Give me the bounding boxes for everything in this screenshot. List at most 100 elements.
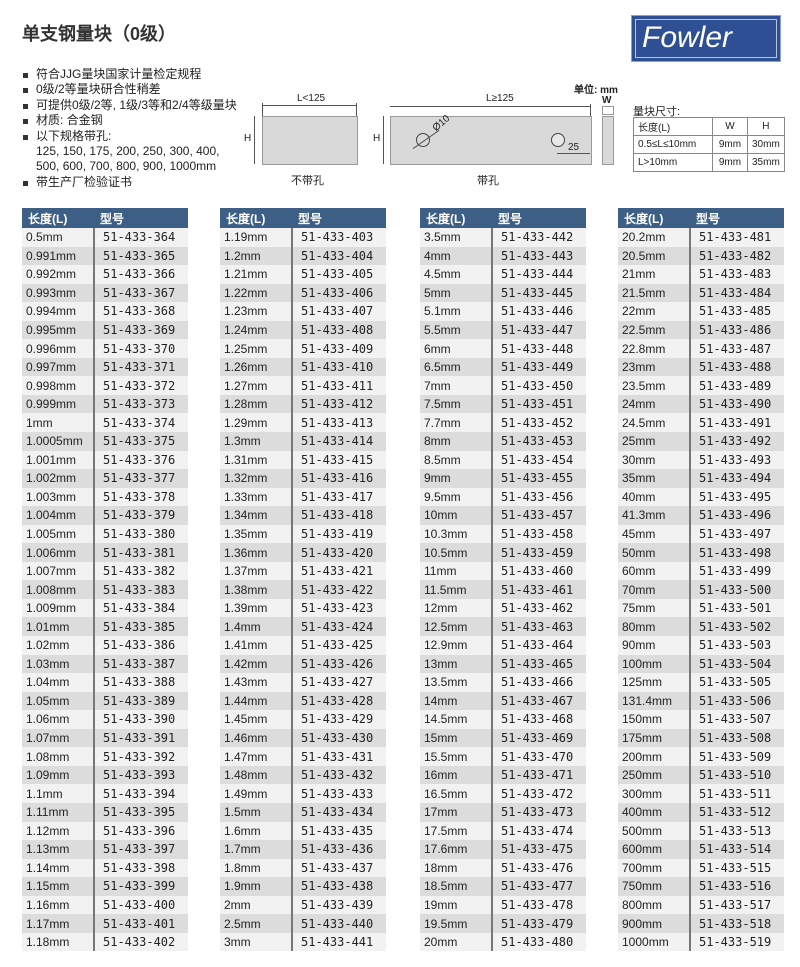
length-cell: 1.26mm (220, 357, 292, 377)
hole-icon (416, 133, 430, 147)
length-cell: 45mm (618, 524, 690, 544)
table-row: 24mm 51-433-490 (618, 394, 784, 414)
model-cell: 51-433-457 (491, 506, 586, 525)
length-cell: 300mm (618, 784, 690, 803)
length-cell: 0.998mm (22, 376, 94, 395)
length-cell: 1.3mm (220, 432, 292, 451)
length-cell: 6.5mm (420, 357, 492, 377)
length-cell: 60mm (618, 561, 690, 581)
length-cell: 4.5mm (420, 265, 492, 284)
header-model: 型号 (690, 208, 784, 228)
length-cell: 17.6mm (420, 840, 492, 859)
model-cell: 51-433-503 (689, 636, 784, 655)
length-cell: 150mm (618, 710, 690, 729)
length-cell: 0.994mm (22, 302, 94, 321)
model-cell: 51-433-428 (291, 691, 386, 711)
model-cell: 51-433-383 (93, 580, 188, 599)
table-row: 1.35mm 51-433-419 (220, 524, 386, 544)
model-cell: 51-433-413 (291, 413, 386, 433)
length-cell: 1.44mm (220, 691, 292, 711)
length-cell: 1.008mm (22, 580, 94, 599)
length-cell: 70mm (618, 580, 690, 599)
model-table: 长度(L) 型号 0.5mm 51-433-364 0.991mm 51-433-365 0… (22, 208, 188, 952)
model-cell: 51-433-478 (491, 895, 586, 915)
header-cell: W (712, 117, 748, 136)
model-cell: 51-433-386 (93, 636, 188, 655)
table-row: 1.39mm 51-433-423 (220, 598, 386, 618)
length-cell: 1.43mm (220, 673, 292, 692)
model-cell: 51-433-508 (689, 728, 784, 748)
table-row: 14mm 51-433-467 (420, 691, 586, 711)
table-row: 1.24mm 51-433-408 (220, 320, 386, 340)
model-cell: 51-433-397 (93, 840, 188, 859)
model-cell: 51-433-399 (93, 877, 188, 896)
length-cell: 1mm (22, 413, 94, 433)
length-cell: 14.5mm (420, 710, 492, 729)
model-cell: 51-433-390 (93, 710, 188, 729)
dimension-line (557, 153, 590, 154)
table-row: 1.03mm 51-433-387 (22, 654, 188, 674)
table-row: 15mm 51-433-469 (420, 728, 586, 748)
model-cell: 51-433-476 (491, 858, 586, 878)
length-cell: 75mm (618, 598, 690, 618)
table-row: 1.0005mm 51-433-375 (22, 432, 188, 451)
length-cell: 1.0005mm (22, 432, 94, 451)
table-row: 35mm 51-433-494 (618, 469, 784, 488)
table-row: 21.5mm 51-433-484 (618, 283, 784, 303)
model-cell: 51-433-430 (291, 728, 386, 748)
model-cell: 51-433-492 (689, 432, 784, 451)
model-cell: 51-433-398 (93, 858, 188, 878)
table-row: 0.994mm 51-433-368 (22, 302, 188, 321)
table-row: 1.37mm 51-433-421 (220, 561, 386, 581)
table-row: 1.14mm 51-433-398 (22, 858, 188, 878)
model-cell: 51-433-477 (491, 877, 586, 896)
length-cell: 14mm (420, 691, 492, 711)
header-model: 型号 (292, 208, 386, 228)
table-row: 1.5mm 51-433-434 (220, 802, 386, 822)
model-cell: 51-433-421 (291, 561, 386, 581)
length-cell: 1.36mm (220, 543, 292, 562)
model-cell: 51-433-437 (291, 858, 386, 878)
table-row: 长度(L) W H (633, 117, 785, 136)
length-cell: 0.997mm (22, 357, 94, 377)
offset-label: 25 (568, 142, 580, 153)
model-cell: 51-433-412 (291, 394, 386, 414)
table-row: 7mm 51-433-450 (420, 376, 586, 395)
model-cell: 51-433-427 (291, 673, 386, 692)
model-cell: 51-433-387 (93, 654, 188, 674)
model-cell: 51-433-429 (291, 710, 386, 729)
table-row: 1.4mm 51-433-424 (220, 617, 386, 637)
dimension-tick (262, 103, 263, 117)
length-cell: 1.31mm (220, 450, 292, 470)
length-cell: 1.07mm (22, 728, 94, 748)
model-cell: 51-433-448 (491, 339, 586, 358)
model-cell: 51-433-441 (291, 932, 386, 952)
height-label: H (373, 133, 381, 144)
length-cell: 1.8mm (220, 858, 292, 878)
length-cell: 80mm (618, 617, 690, 637)
model-cell: 51-433-515 (689, 858, 784, 878)
table-row: 5.5mm 51-433-447 (420, 320, 586, 340)
length-cell: 13.5mm (420, 673, 492, 692)
length-cell: 12.5mm (420, 617, 492, 637)
table-row: 1.41mm 51-433-425 (220, 636, 386, 655)
feature-item: 500, 600, 700, 800, 900, 1000mm (36, 159, 217, 174)
model-table: 长度(L) 型号 3.5mm 51-433-442 4mm 51-433-443 4.5mm… (420, 208, 586, 952)
model-cell: 51-433-371 (93, 357, 188, 377)
table-row: 6mm 51-433-448 (420, 339, 586, 358)
table-row: 40mm 51-433-495 (618, 487, 784, 507)
length-cell: 7.5mm (420, 394, 492, 414)
model-table: 长度(L) 型号 1.19mm 51-433-403 1.2mm 51-433-404 1.… (220, 208, 386, 952)
table-row: 600mm 51-433-514 (618, 840, 784, 859)
model-cell: 51-433-449 (491, 357, 586, 377)
table-row: 1.38mm 51-433-422 (220, 580, 386, 599)
length-cell: 1.27mm (220, 376, 292, 395)
table-row: 6.5mm 51-433-449 (420, 357, 586, 377)
table-row: 0.996mm 51-433-370 (22, 339, 188, 358)
model-cell: 51-433-434 (291, 802, 386, 822)
table-row: 1.06mm 51-433-390 (22, 710, 188, 729)
length-cell: 22.5mm (618, 320, 690, 340)
length-cell: 2.5mm (220, 914, 292, 933)
model-cell: 51-433-392 (93, 747, 188, 766)
table-row: 16mm 51-433-471 (420, 765, 586, 785)
